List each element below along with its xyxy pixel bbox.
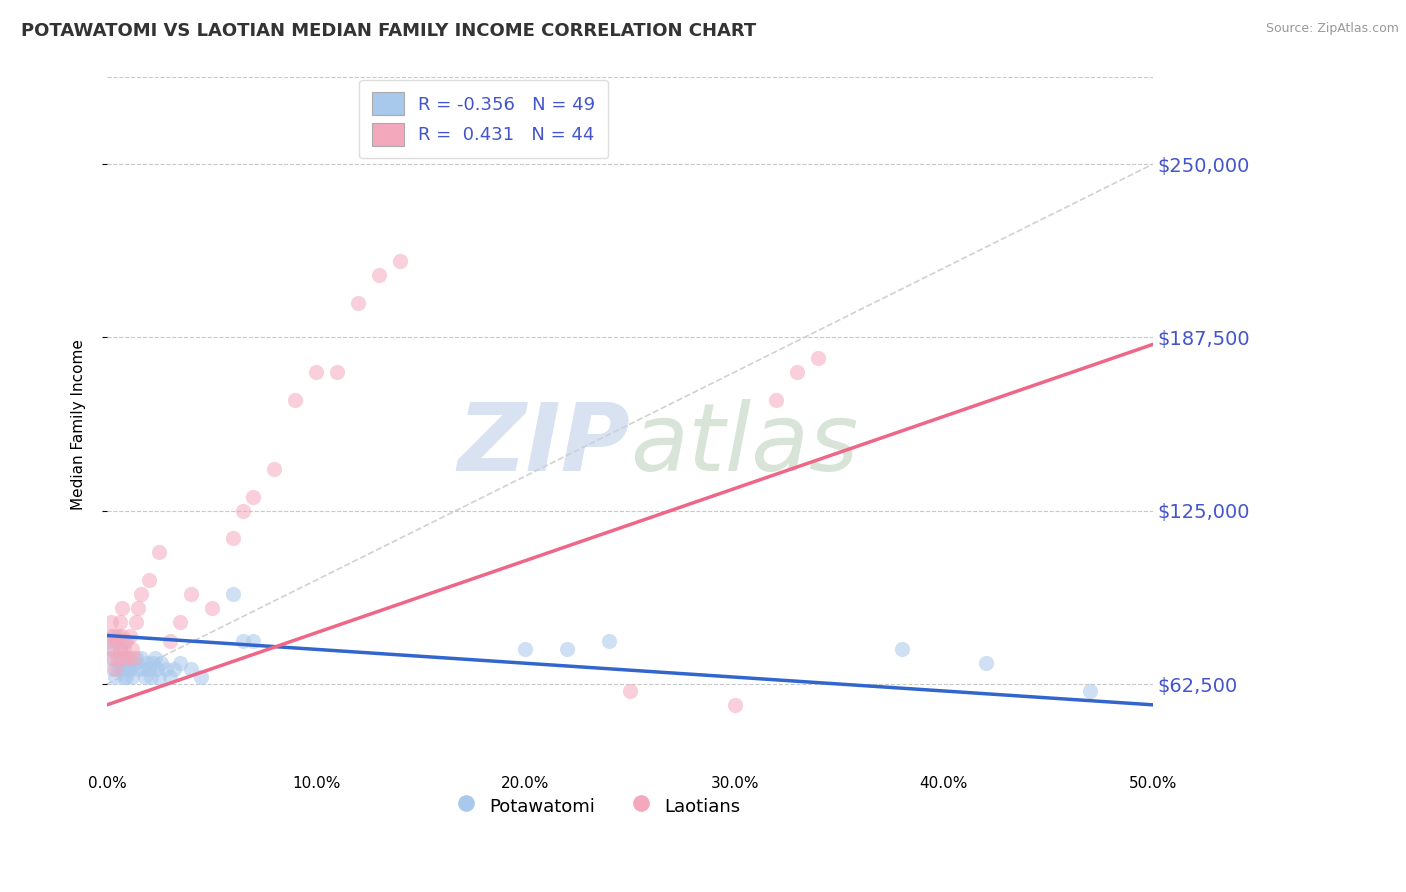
Point <box>111 650 134 665</box>
Point <box>104 634 127 648</box>
Point <box>555 642 578 657</box>
Point <box>221 587 243 601</box>
Point <box>148 670 170 684</box>
Point <box>117 662 139 676</box>
Point <box>135 657 157 671</box>
Point <box>108 642 131 657</box>
Point <box>129 587 152 601</box>
Point <box>107 628 129 642</box>
Point <box>150 657 173 671</box>
Point <box>138 573 160 587</box>
Point <box>121 670 143 684</box>
Point <box>159 670 181 684</box>
Point <box>104 670 127 684</box>
Point <box>108 642 131 657</box>
Point <box>305 365 328 379</box>
Point <box>598 634 620 648</box>
Point <box>765 392 787 407</box>
Point <box>169 657 191 671</box>
Point <box>169 615 191 629</box>
Point <box>138 662 160 676</box>
Point <box>122 650 145 665</box>
Point <box>786 365 808 379</box>
Point <box>103 628 125 642</box>
Point <box>134 670 156 684</box>
Point <box>104 628 127 642</box>
Text: Source: ZipAtlas.com: Source: ZipAtlas.com <box>1265 22 1399 36</box>
Point <box>112 642 135 657</box>
Point <box>388 254 411 268</box>
Point <box>122 657 145 671</box>
Point <box>159 634 181 648</box>
Point <box>111 600 134 615</box>
Point <box>111 628 134 642</box>
Point <box>98 628 121 642</box>
Y-axis label: Median Family Income: Median Family Income <box>72 339 86 509</box>
Point <box>100 642 122 657</box>
Point <box>263 462 285 476</box>
Point <box>117 650 139 665</box>
Point <box>111 662 134 676</box>
Point <box>1078 684 1101 698</box>
Point <box>143 650 166 665</box>
Point <box>112 670 135 684</box>
Point <box>127 662 149 676</box>
Point <box>139 670 162 684</box>
Point <box>807 351 830 366</box>
Point <box>107 662 129 676</box>
Point <box>163 662 186 676</box>
Point <box>974 657 997 671</box>
Point <box>180 662 202 676</box>
Point <box>112 650 135 665</box>
Point <box>515 642 537 657</box>
Point <box>142 657 165 671</box>
Point <box>104 662 127 676</box>
Point <box>112 634 135 648</box>
Point <box>100 650 122 665</box>
Legend: Potawatomi, Laotians: Potawatomi, Laotians <box>450 788 748 824</box>
Point <box>201 600 224 615</box>
Point <box>120 628 142 642</box>
Point <box>131 662 153 676</box>
Point <box>326 365 349 379</box>
Point <box>127 600 149 615</box>
Point <box>221 532 243 546</box>
Point <box>155 662 177 676</box>
Point <box>242 634 264 648</box>
Point <box>100 615 122 629</box>
Point <box>284 392 307 407</box>
Point <box>108 657 131 671</box>
Point <box>242 490 264 504</box>
Point <box>121 642 143 657</box>
Text: ZIP: ZIP <box>457 399 630 491</box>
Point <box>347 295 370 310</box>
Point <box>103 662 125 676</box>
Point <box>129 650 152 665</box>
Point <box>117 650 139 665</box>
Point <box>190 670 212 684</box>
Point <box>890 642 912 657</box>
Point <box>148 545 170 559</box>
Point <box>180 587 202 601</box>
Point <box>107 650 129 665</box>
Point <box>232 504 254 518</box>
Point <box>103 642 125 657</box>
Point <box>115 657 138 671</box>
Point <box>146 662 169 676</box>
Point <box>232 634 254 648</box>
Point <box>98 634 121 648</box>
Point <box>103 650 125 665</box>
Point <box>120 662 142 676</box>
Point <box>125 650 148 665</box>
Text: atlas: atlas <box>630 400 858 491</box>
Point <box>368 268 391 282</box>
Text: POTAWATOMI VS LAOTIAN MEDIAN FAMILY INCOME CORRELATION CHART: POTAWATOMI VS LAOTIAN MEDIAN FAMILY INCO… <box>21 22 756 40</box>
Point <box>108 615 131 629</box>
Point <box>107 650 129 665</box>
Point <box>125 615 148 629</box>
Point <box>115 670 138 684</box>
Point <box>619 684 641 698</box>
Point <box>723 698 745 712</box>
Point <box>115 634 138 648</box>
